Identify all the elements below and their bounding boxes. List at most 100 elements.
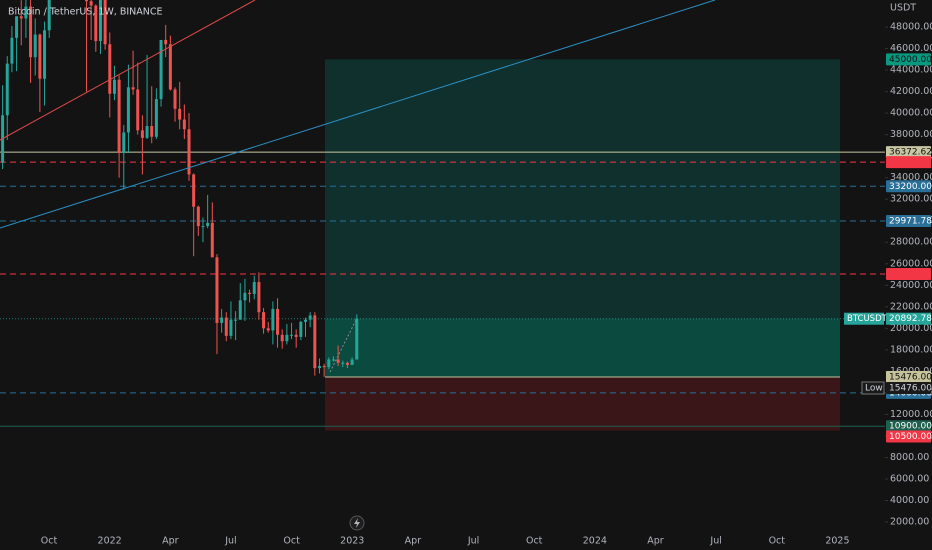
candle-body <box>238 300 242 320</box>
candle-body <box>47 0 51 31</box>
candle-body <box>243 292 247 301</box>
y-tick-label: 38000.00 <box>890 129 932 140</box>
candle-body <box>341 362 345 364</box>
candle-body <box>210 222 214 258</box>
y-tick-label: 22000.00 <box>890 301 932 312</box>
candle-body <box>271 308 275 331</box>
candle-body <box>206 222 210 227</box>
candle-body <box>15 16 19 38</box>
candle-body <box>178 108 182 120</box>
candle-body <box>173 89 177 109</box>
candle-body <box>98 0 102 42</box>
candle-body <box>136 89 140 131</box>
candle-body <box>159 39 163 100</box>
x-tick-label: Apr <box>647 536 664 547</box>
candle-body <box>108 44 112 94</box>
candle-body <box>117 79 121 153</box>
x-tick-label: Oct <box>41 536 58 547</box>
plot-area <box>0 0 888 523</box>
candle-body <box>266 328 270 331</box>
candle-body <box>257 282 261 313</box>
y-tick-label: 8000.00 <box>890 452 929 463</box>
last-price-label: 20892.78 <box>889 314 932 324</box>
price-tag <box>886 267 931 280</box>
candle-body <box>234 319 238 321</box>
low-tag-label: Low <box>865 384 883 394</box>
price-tag-label: 45000.00 <box>889 55 932 65</box>
candle-body <box>24 6 28 19</box>
x-tick-label: Jul <box>467 536 479 547</box>
candle-body <box>215 257 219 323</box>
candle-body <box>355 318 359 360</box>
candle-body <box>140 130 144 138</box>
candle-body <box>182 119 186 130</box>
candle-body <box>229 319 233 336</box>
price-tag <box>886 420 931 433</box>
y-tick-label: 32000.00 <box>890 194 932 205</box>
candle-body <box>201 226 205 228</box>
candle-body <box>150 126 154 137</box>
price-tag-label: 10900.00 <box>889 422 932 432</box>
candle-body <box>168 44 172 90</box>
candle-body <box>103 0 107 45</box>
candle-body <box>112 79 116 94</box>
x-tick-label: 2025 <box>825 536 849 547</box>
candle-body <box>38 34 42 79</box>
x-tick-label: Apr <box>162 536 179 547</box>
stop-zone <box>325 377 840 431</box>
candle-body <box>262 312 266 329</box>
y-tick-label: 48000.00 <box>890 22 932 33</box>
price-tag <box>886 382 931 395</box>
candle-body <box>122 132 126 153</box>
candle-body <box>280 334 284 342</box>
candle-body <box>10 37 14 64</box>
price-tag <box>886 53 931 66</box>
price-tag <box>886 180 931 193</box>
price-tag <box>886 215 931 228</box>
y-tick-label: 40000.00 <box>890 108 932 119</box>
x-tick-label: Oct <box>769 536 786 547</box>
candle-body <box>43 30 47 79</box>
y-tick-label: 4000.00 <box>890 495 929 506</box>
candle-body <box>276 308 280 335</box>
candle-body <box>308 315 312 320</box>
candle-body <box>299 321 303 337</box>
y-tick-label: 2000.00 <box>890 517 929 528</box>
x-tick-label: Apr <box>405 536 422 547</box>
price-tag <box>886 371 931 384</box>
candle-body <box>131 87 135 90</box>
x-tick-label: Jul <box>224 536 236 547</box>
candle-body <box>94 5 98 42</box>
candle-body <box>145 126 149 138</box>
price-tag-label: 36372.62 <box>889 148 932 158</box>
trend-line <box>0 0 256 141</box>
y-tick-label: 24000.00 <box>890 280 932 291</box>
trend-line <box>0 0 716 229</box>
filled-zone <box>325 318 840 378</box>
event-icon-bolt <box>354 518 360 528</box>
price-tag-label: 29971.78 <box>889 217 932 227</box>
candle-body <box>5 63 9 116</box>
candle-body <box>304 319 307 322</box>
candle-body <box>29 6 33 58</box>
y-tick-label: 44000.00 <box>890 65 932 76</box>
currency-label: USDT <box>890 3 916 14</box>
x-tick-label: Oct <box>283 536 300 547</box>
candle-body <box>290 334 294 336</box>
candle-body <box>196 206 200 227</box>
price-tag <box>886 156 931 169</box>
candle-body <box>350 359 354 365</box>
x-tick-label: Oct <box>526 536 543 547</box>
candle-body <box>164 39 168 45</box>
candle-body <box>154 99 158 137</box>
x-tick-label: 2023 <box>340 536 364 547</box>
symbol-tag-label: BTCUSDT <box>847 314 888 324</box>
price-tag <box>886 146 931 159</box>
candle-body <box>317 365 321 369</box>
symbol-tag <box>844 312 884 325</box>
x-tick-label: Jul <box>709 536 721 547</box>
candle-body <box>336 359 340 363</box>
chart-title: Bitcoin / TetherUS, 1W, BINANCE <box>8 7 163 18</box>
